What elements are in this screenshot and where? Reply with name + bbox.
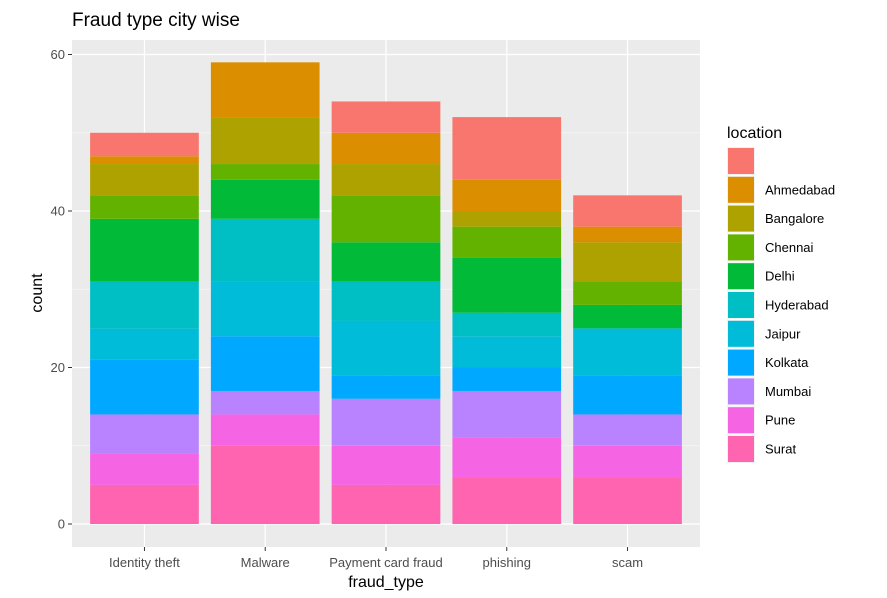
bar-segment-delhi — [331, 242, 441, 282]
legend-label: Surat — [765, 442, 796, 457]
bar-segment-bangalore — [90, 164, 199, 196]
x-tick-label: scam — [612, 555, 643, 570]
bar-segment-surat — [331, 484, 441, 524]
bar-segment-surat — [210, 445, 320, 524]
bar-segment-blank — [573, 195, 682, 227]
legend-swatch — [728, 148, 754, 174]
axes: 0 20 40 60 Identity theft Malware Payment card… — [51, 47, 644, 570]
chart-title: Fraud type city wise — [72, 10, 240, 31]
legend-swatch — [728, 320, 754, 347]
bar-segment-blank — [452, 117, 562, 180]
bar-segment-jaipur — [573, 328, 682, 376]
bar-segment-jaipur — [90, 328, 199, 360]
bar-segment-hyderabad — [210, 218, 320, 282]
bar-segment-pune — [452, 437, 562, 478]
legend-swatch — [728, 378, 754, 405]
bar-segment-hyderabad — [90, 281, 199, 329]
legend-swatch — [728, 263, 754, 290]
bar-segment-hyderabad — [331, 281, 441, 321]
bar-segment-kolkata — [90, 359, 199, 415]
legend-swatch — [728, 407, 754, 434]
legend-title: location — [727, 125, 782, 142]
bar-segment-mumbai — [90, 414, 199, 454]
bar-segment-ahmedabad — [331, 132, 441, 165]
legend-swatch — [728, 349, 754, 376]
bar-segment-chennai — [573, 281, 682, 305]
bar-segment-blank — [331, 101, 441, 133]
bar-segment-jaipur — [210, 281, 320, 337]
bar-segment-ahmedabad — [452, 179, 562, 211]
legend-label: Mumbai — [765, 384, 811, 399]
legend-label: Hyderabad — [765, 298, 829, 313]
y-axis-title: count — [29, 273, 46, 313]
bar-segment-ahmedabad — [210, 62, 320, 118]
bar-segment-kolkata — [573, 375, 682, 415]
x-tick-label: phishing — [483, 555, 531, 570]
bar-segment-jaipur — [452, 336, 562, 368]
bar-segment-hyderabad — [452, 312, 562, 337]
bar-segment-delhi — [452, 257, 562, 313]
bar-segment-mumbai — [210, 390, 320, 415]
bar-segment-ahmedabad — [90, 156, 199, 165]
legend-label: Kolkata — [765, 355, 809, 370]
bar-segment-delhi — [210, 179, 320, 219]
bar-segment-delhi — [90, 218, 199, 282]
bar-segment-mumbai — [331, 398, 441, 446]
bar-segment-surat — [573, 477, 682, 524]
bar-segment-chennai — [90, 195, 199, 219]
bar-segment-jaipur — [331, 320, 441, 376]
bar-segment-bangalore — [210, 117, 320, 165]
bars — [90, 62, 682, 524]
legend-label: Chennai — [765, 240, 814, 255]
bar-segment-mumbai — [573, 414, 682, 446]
bar-segment-mumbai — [452, 390, 562, 438]
x-axis-title: fraud_type — [348, 574, 424, 591]
legend: location Ahmedabad Bangalore Chennai Delhi H… — [727, 125, 835, 463]
bar-segment-delhi — [573, 304, 682, 329]
legend-label: Jaipur — [765, 326, 801, 341]
y-tick-label: 40 — [51, 204, 65, 219]
bar-segment-pune — [331, 445, 441, 485]
legend-swatch — [728, 176, 754, 203]
bar-segment-kolkata — [452, 367, 562, 391]
x-tick-label: Malware — [241, 555, 290, 570]
bar-segment-bangalore — [573, 242, 682, 282]
legend-label: Delhi — [765, 269, 795, 284]
bar-segment-bangalore — [331, 164, 441, 196]
bar-segment-ahmedabad — [573, 226, 682, 243]
legend-swatch — [728, 205, 754, 232]
bar-segment-chennai — [452, 226, 562, 258]
bar-segment-kolkata — [210, 336, 320, 391]
bar-segment-surat — [452, 477, 562, 524]
bar-segment-surat — [90, 484, 199, 524]
x-tick-label: Payment card fraud — [329, 555, 442, 570]
bar-segment-pune — [210, 414, 320, 446]
bar-segment-chennai — [331, 195, 441, 243]
legend-swatch — [728, 234, 754, 261]
legend-label: Ahmedabad — [765, 182, 835, 197]
legend-swatch — [728, 436, 754, 462]
y-tick-label: 20 — [51, 360, 65, 375]
bar-segment-chennai — [210, 164, 320, 180]
bar-segment-blank — [90, 132, 199, 157]
bar-segment-kolkata — [331, 375, 441, 399]
legend-swatch — [728, 292, 754, 318]
bar-segment-bangalore — [452, 211, 562, 227]
legend-label: Bangalore — [765, 211, 824, 226]
legend-label: Pune — [765, 413, 795, 428]
bar-segment-pune — [573, 445, 682, 478]
x-tick-label: Identity theft — [109, 555, 180, 570]
y-tick-label: 0 — [58, 517, 65, 532]
y-tick-label: 60 — [51, 47, 65, 62]
bar-segment-pune — [90, 453, 199, 485]
